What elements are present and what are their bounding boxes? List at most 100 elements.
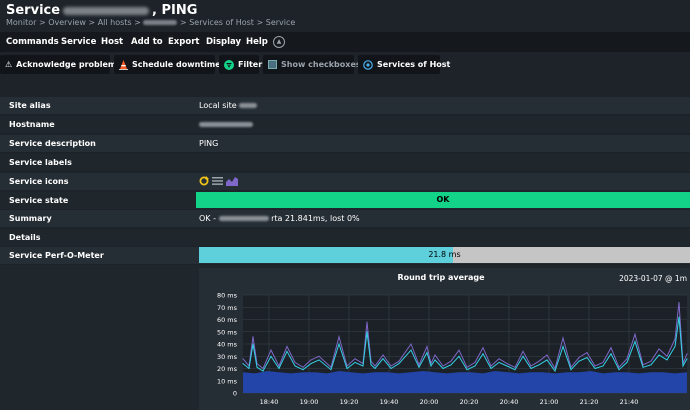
x-tick-label: 18:40 bbox=[260, 398, 279, 406]
menu-bar bbox=[0, 32, 690, 52]
data-point bbox=[682, 365, 684, 367]
graph-icon[interactable] bbox=[226, 176, 238, 188]
data-point bbox=[514, 369, 516, 371]
data-point bbox=[466, 369, 468, 371]
breadcrumb: Monitor > Overview > All hosts > > Servi… bbox=[6, 18, 296, 27]
show-checkboxes-button[interactable]: Show checkboxes bbox=[263, 55, 361, 74]
x-tick-label: 19:20 bbox=[340, 398, 359, 406]
data-point bbox=[390, 368, 392, 369]
row-service-description: Service description PING bbox=[0, 135, 690, 153]
data-point bbox=[546, 354, 548, 356]
data-point bbox=[458, 355, 460, 357]
breadcrumb-overview[interactable]: Overview bbox=[48, 18, 86, 27]
y-tick-label: 20 ms bbox=[217, 365, 238, 373]
perf-o-meter-fill bbox=[199, 247, 453, 263]
data-point bbox=[530, 365, 532, 367]
data-point bbox=[362, 365, 364, 367]
data-point bbox=[398, 363, 400, 365]
row-site-alias: Site alias Local site bbox=[0, 97, 690, 115]
row-details: Details bbox=[0, 229, 690, 247]
filter-button[interactable]: Filter bbox=[219, 55, 263, 74]
data-point bbox=[278, 368, 280, 369]
data-point bbox=[256, 366, 258, 368]
data-point bbox=[562, 337, 564, 339]
menu-host[interactable]: Host bbox=[101, 37, 124, 47]
breadcrumb-services-of-host[interactable]: Services of Host bbox=[189, 18, 254, 27]
menu-help[interactable]: Help bbox=[246, 37, 268, 47]
summary-value: OK - rta 21.841ms, lost 0% bbox=[199, 214, 360, 223]
data-point bbox=[466, 366, 468, 368]
data-point bbox=[382, 358, 384, 360]
data-point bbox=[610, 347, 612, 349]
services-icon bbox=[363, 59, 373, 70]
data-point bbox=[618, 369, 620, 371]
filter-label: Filter bbox=[238, 60, 263, 69]
data-point bbox=[678, 301, 680, 303]
title-suffix: , PING bbox=[152, 3, 198, 18]
menu-export[interactable]: Export bbox=[168, 37, 200, 47]
data-point bbox=[666, 355, 668, 357]
menu-service[interactable]: Service bbox=[61, 37, 97, 47]
data-point bbox=[318, 355, 320, 357]
data-point bbox=[554, 370, 556, 372]
data-point bbox=[482, 353, 484, 355]
data-point bbox=[366, 321, 368, 323]
acknowledge-problems-label: Acknowledge problems bbox=[16, 60, 121, 69]
data-point bbox=[602, 361, 604, 363]
status-badge: OK bbox=[196, 192, 690, 208]
services-of-host-label: Services of Host bbox=[377, 60, 451, 69]
data-point bbox=[594, 365, 596, 367]
menu-display[interactable]: Display bbox=[206, 37, 242, 47]
menu-icon[interactable] bbox=[212, 176, 223, 188]
data-point bbox=[658, 354, 660, 356]
row-service-icons: Service icons bbox=[0, 173, 690, 191]
reload-icon[interactable] bbox=[199, 176, 209, 188]
breadcrumb-monitor[interactable]: Monitor bbox=[6, 18, 37, 27]
data-point bbox=[286, 350, 288, 352]
graph-panel[interactable]: Round trip average 2023-01-07 @ 1m 0 10 ms 2… bbox=[199, 268, 690, 410]
data-point bbox=[498, 358, 500, 360]
service-description-label: Service description bbox=[9, 139, 96, 148]
data-point bbox=[686, 353, 688, 355]
data-point bbox=[434, 359, 436, 361]
menu-add-to[interactable]: Add to bbox=[131, 37, 163, 47]
redacted-hostname bbox=[63, 6, 150, 15]
chevron-up-icon[interactable]: ▲ bbox=[273, 36, 285, 48]
data-point bbox=[538, 364, 540, 366]
data-point bbox=[578, 356, 580, 358]
warning-icon: ⚠ bbox=[5, 59, 13, 69]
details-label: Details bbox=[9, 233, 41, 242]
service-icons-label: Service icons bbox=[9, 177, 69, 186]
data-point bbox=[442, 365, 444, 367]
schedule-downtimes-button[interactable]: Schedule downtimes bbox=[114, 55, 225, 74]
service-state-label: Service state bbox=[9, 196, 69, 205]
data-point bbox=[522, 355, 524, 357]
y-tick-label: 0 bbox=[233, 390, 237, 398]
breadcrumb-host-redacted[interactable] bbox=[143, 20, 178, 25]
data-point bbox=[374, 365, 376, 367]
round-trip-chart[interactable]: Round trip average 2023-01-07 @ 1m 0 10 ms 2… bbox=[199, 268, 690, 410]
data-point bbox=[674, 345, 676, 347]
data-point bbox=[450, 364, 452, 366]
data-point bbox=[634, 341, 636, 343]
menu-commands[interactable]: Commands bbox=[6, 37, 59, 47]
filter-icon bbox=[224, 59, 234, 70]
data-point bbox=[626, 361, 628, 363]
page-header: Service , PING Monitor > Overview > All h… bbox=[0, 0, 690, 32]
chart-title: Round trip average bbox=[397, 273, 485, 282]
chart-timestamp: 2023-01-07 @ 1m bbox=[619, 274, 687, 283]
data-point bbox=[674, 338, 676, 340]
breadcrumb-all-hosts[interactable]: All hosts bbox=[97, 18, 132, 27]
data-point bbox=[546, 359, 548, 361]
acknowledge-problems-button[interactable]: ⚠ Acknowledge problems bbox=[0, 55, 121, 74]
data-point bbox=[338, 336, 340, 338]
data-point bbox=[474, 365, 476, 367]
data-point bbox=[650, 360, 652, 362]
x-tick-label: 21:20 bbox=[580, 398, 599, 406]
redacted-site bbox=[239, 103, 258, 108]
data-point bbox=[382, 354, 384, 356]
services-of-host-button[interactable]: Services of Host bbox=[358, 55, 450, 74]
perf-o-meter[interactable]: 21.8 ms bbox=[199, 247, 690, 263]
data-point bbox=[522, 350, 524, 352]
data-point bbox=[506, 365, 508, 367]
